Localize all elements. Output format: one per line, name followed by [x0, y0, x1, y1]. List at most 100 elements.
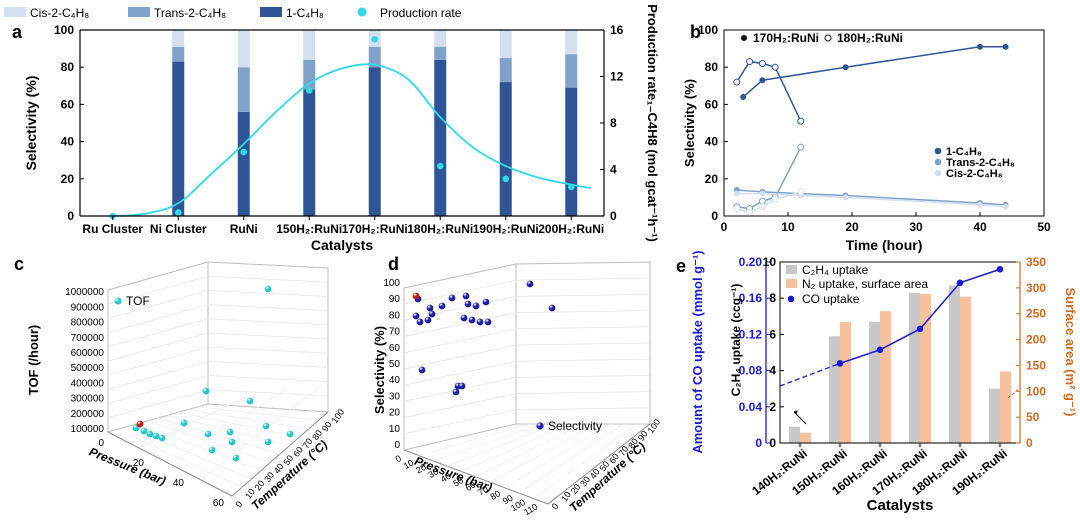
data-sphere — [460, 314, 468, 322]
grid-line — [490, 423, 597, 483]
mid-axis-tick-label: 0 — [769, 436, 776, 450]
legend-label: C₂H₄ uptake — [802, 263, 869, 277]
y-tick-label: 30 — [262, 470, 276, 484]
y-tick-label: 100 — [329, 407, 346, 425]
plot-frame — [723, 29, 1045, 217]
grid-line — [197, 406, 319, 421]
x-tick-label: 40 — [439, 471, 453, 485]
series-point — [977, 43, 983, 50]
data-sphere — [208, 446, 216, 454]
c2h4-bar — [989, 388, 1000, 443]
grid-line — [515, 407, 651, 411]
right-axis-tick-label: 200 — [1026, 333, 1046, 347]
y-tick-label: 40 — [705, 135, 719, 149]
data-sphere — [146, 430, 154, 438]
z-tick-label: 30 — [389, 391, 401, 402]
mid-axis-tick-label: 6 — [769, 327, 776, 341]
data-sphere — [438, 302, 446, 310]
panel-d: d010203040506070809010001020304050607080… — [372, 254, 662, 517]
grid-line — [107, 389, 209, 419]
z-tick-label: 100000 — [71, 424, 105, 435]
y-tick-label: 40 — [272, 462, 286, 476]
y-tick-label: 20 — [253, 478, 267, 492]
grid-line — [207, 361, 329, 368]
x-tick-label: 40 — [973, 220, 987, 234]
y-tick-label: 100 — [54, 23, 74, 37]
grid-line — [169, 387, 289, 465]
grid-line — [403, 312, 517, 337]
rate-point — [502, 175, 510, 183]
x-tick-label: 200H₂:RuNi — [538, 222, 604, 236]
series-point-open — [746, 208, 754, 216]
legend-label: 1-C₄H₈ — [946, 146, 982, 158]
co-axis-tick-label: 0.12 — [739, 327, 763, 341]
bar-segment — [434, 30, 447, 47]
data-sphere — [458, 382, 466, 390]
right-axis-tick-label: 0 — [1026, 436, 1033, 450]
series-point — [842, 64, 849, 71]
bar-segment — [434, 46, 447, 60]
legend-marker — [934, 169, 942, 177]
legend-label: 170H₂:RuNi — [753, 31, 819, 45]
bar-segment — [368, 46, 381, 68]
y-tick-label: 80 — [626, 436, 640, 450]
legend-label: CO uptake — [802, 292, 860, 306]
data-sphere — [464, 300, 472, 308]
z-tick-label: 60 — [389, 343, 401, 354]
data-sphere — [202, 387, 210, 395]
x-tick-label: 0 — [721, 220, 728, 234]
grid-line — [107, 275, 209, 305]
x-tick-label: 90 — [501, 493, 515, 507]
y2-axis-label: Production rate₁₋C4H8 (mol gcat⁻¹h⁻¹) — [645, 4, 660, 242]
data-sphere — [226, 428, 234, 436]
x-tick-label: 150H₂:RuNi — [276, 222, 342, 236]
y-tick-label: 40 — [588, 467, 602, 481]
grid-line — [432, 423, 543, 462]
co-point — [956, 279, 964, 287]
grid-line — [515, 375, 651, 378]
series-line — [736, 146, 802, 210]
legend-label: TOF — [126, 294, 150, 308]
box-frame — [107, 261, 329, 433]
bar-segment — [303, 30, 316, 60]
legend-swatch — [4, 7, 26, 17]
legend-marker — [741, 35, 747, 41]
y-axis-label: Selectivity (%) — [682, 79, 697, 167]
data-sphere — [484, 318, 492, 326]
z-tick-label: 200000 — [71, 409, 105, 420]
x-tick-label: 10 — [781, 220, 795, 234]
grid-line — [207, 304, 329, 311]
z-tick-label: 90 — [389, 294, 401, 305]
legend-swatch — [260, 7, 282, 17]
legend-marker-open — [824, 34, 832, 42]
series-point — [977, 201, 983, 208]
data-sphere — [426, 304, 434, 312]
box-edge — [547, 423, 651, 505]
co-axis-tick-label: 0.16 — [739, 291, 763, 305]
grid-line — [117, 428, 242, 488]
rate-point — [174, 209, 182, 216]
bar-segment — [368, 67, 381, 216]
z-tick-label: 50 — [389, 359, 401, 370]
co-point — [836, 360, 844, 367]
data-sphere — [476, 318, 484, 326]
panel-b: b 0 20 40 60 80 100 0 10 20 30 40 50 Time (hour) Selec… — [682, 22, 1051, 253]
grid-line — [207, 346, 329, 354]
grid-line — [107, 361, 209, 390]
legend-swatch — [786, 279, 797, 288]
series-point-open — [758, 59, 766, 67]
co-point — [996, 265, 1004, 273]
grid-line — [207, 318, 329, 326]
grid-line — [403, 328, 517, 354]
z-tick-label: 800000 — [71, 318, 105, 329]
bar-segment — [499, 30, 512, 58]
x-tick-label: Ru Cluster — [82, 222, 143, 236]
data-sphere — [264, 438, 272, 446]
grid-line — [177, 412, 300, 438]
data-sphere — [262, 422, 270, 430]
series-point — [740, 93, 747, 100]
x-axis-label: Time (hour) — [846, 237, 923, 253]
x-axis-label: Catalysts — [311, 237, 373, 253]
y-tick-label: 50 — [597, 459, 611, 473]
